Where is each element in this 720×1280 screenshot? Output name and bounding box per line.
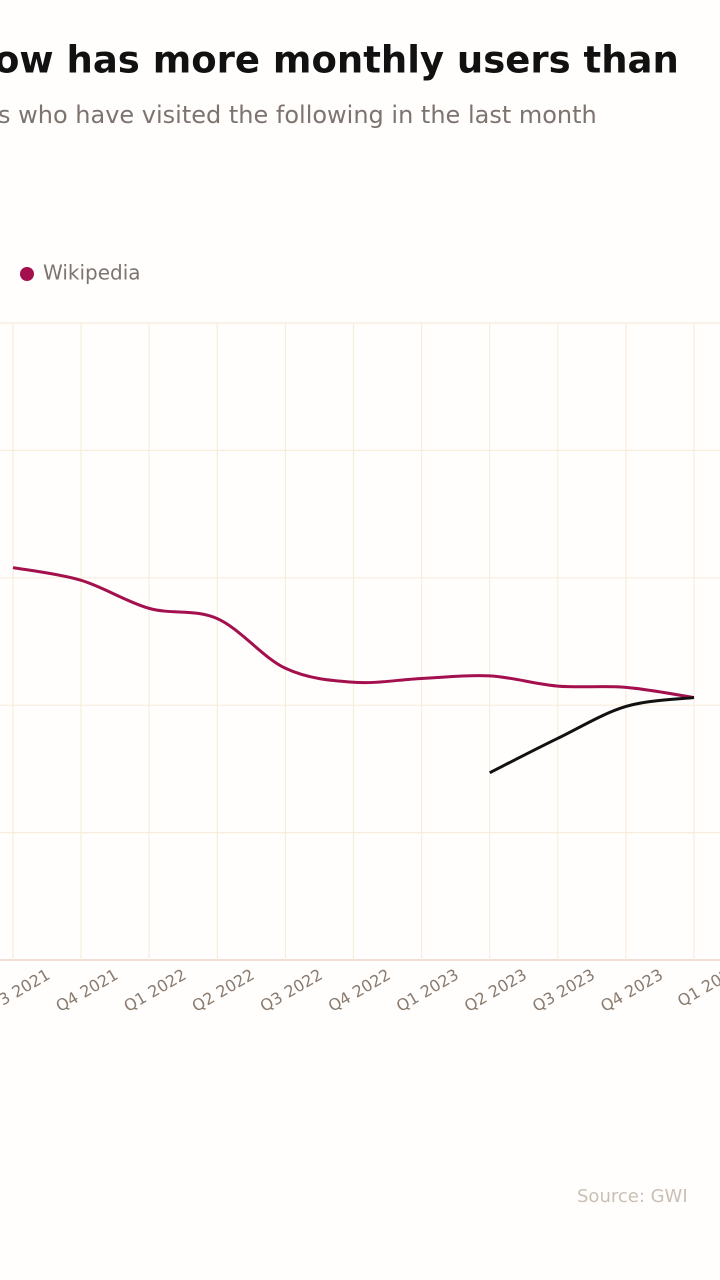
- legend-label: Wikipedia: [43, 261, 141, 285]
- x-tick-label: Q2 2023: [461, 965, 530, 1016]
- legend-marker: [20, 267, 34, 281]
- x-tick-label: Q1 202: [674, 965, 720, 1011]
- chart-title: ow has more monthly users than: [0, 39, 679, 82]
- x-tick-label: Q4 2022: [325, 965, 394, 1016]
- x-tick-label: Q3 2022: [257, 965, 326, 1016]
- x-tick-label: Q1 2023: [393, 965, 462, 1016]
- series-line: [489, 696, 695, 775]
- x-tick-label: Q4 2021: [52, 965, 121, 1016]
- chart-subtitle: s who have visited the following in the …: [0, 101, 597, 129]
- x-tick-label: Q2 2022: [189, 965, 258, 1016]
- series-line: [12, 566, 695, 700]
- x-tick-label: 3 2021: [0, 965, 53, 1009]
- x-tick-label: Q3 2023: [529, 965, 598, 1016]
- x-tick-label: Q4 2023: [597, 965, 666, 1016]
- x-tick-label: Q1 2022: [121, 965, 190, 1016]
- source: Source: GWI: [577, 1186, 688, 1207]
